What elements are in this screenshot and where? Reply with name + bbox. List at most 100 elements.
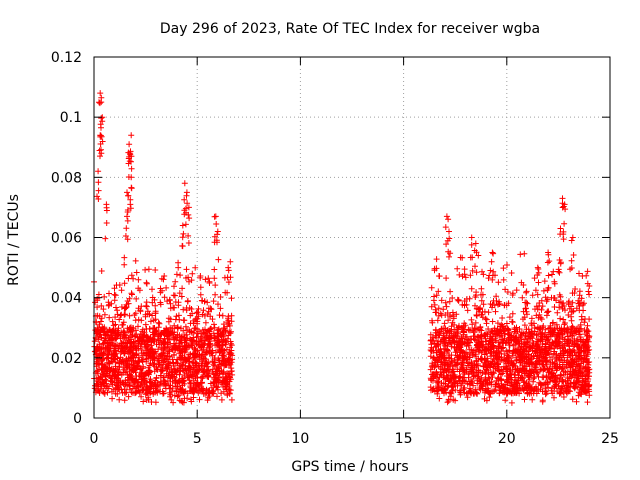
- data-point: [210, 379, 217, 385]
- data-point: [100, 349, 107, 356]
- data-point: [468, 241, 475, 248]
- data-point: [494, 320, 501, 327]
- data-point: [468, 316, 475, 323]
- data-point: [167, 391, 174, 398]
- data-point: [185, 204, 192, 211]
- data-point: [170, 304, 177, 311]
- data-point: [213, 237, 220, 244]
- data-point: [183, 275, 189, 281]
- data-point: [491, 360, 498, 366]
- data-point: [470, 366, 477, 373]
- data-point: [539, 303, 546, 310]
- data-point: [554, 361, 561, 368]
- data-point: [487, 364, 494, 371]
- data-point: [539, 397, 546, 404]
- data-point: [116, 396, 123, 403]
- data-point: [227, 360, 233, 367]
- data-point: [116, 359, 122, 366]
- data-point: [176, 355, 183, 362]
- data-point: [134, 379, 141, 386]
- data-point: [552, 379, 559, 386]
- data-point: [482, 315, 489, 322]
- data-point: [220, 388, 227, 395]
- data-point: [95, 345, 102, 352]
- data-point: [133, 360, 140, 367]
- data-point: [480, 380, 487, 387]
- data-point: [124, 376, 131, 383]
- data-point: [181, 372, 188, 378]
- data-point: [569, 332, 576, 339]
- data-point: [181, 349, 188, 356]
- data-point: [149, 312, 156, 319]
- data-point: [215, 365, 222, 372]
- data-point: [431, 340, 438, 347]
- data-point: [159, 388, 166, 395]
- data-point: [118, 287, 125, 294]
- data-point: [584, 399, 591, 406]
- data-point: [497, 371, 504, 378]
- data-point: [491, 327, 498, 334]
- data-point: [199, 379, 205, 386]
- data-point: [478, 355, 485, 362]
- data-point: [445, 366, 452, 373]
- data-point: [116, 369, 123, 376]
- data-point: [202, 371, 208, 378]
- data-point: [181, 196, 188, 203]
- data-point: [493, 347, 500, 354]
- data-point: [189, 371, 196, 378]
- data-point: [469, 267, 476, 274]
- data-point: [199, 385, 205, 392]
- data-point: [176, 340, 182, 347]
- data-point: [544, 350, 551, 356]
- data-point: [430, 297, 437, 304]
- data-point: [106, 290, 112, 297]
- data-point: [577, 390, 584, 397]
- x-tick-label: 20: [498, 431, 516, 447]
- data-point: [161, 294, 168, 301]
- data-point: [485, 275, 492, 282]
- data-point: [466, 354, 473, 361]
- data-point: [201, 340, 208, 347]
- data-point: [574, 378, 581, 385]
- data-point: [142, 321, 149, 328]
- data-point: [557, 390, 564, 397]
- data-point: [111, 285, 118, 292]
- data-point: [508, 338, 515, 344]
- data-point: [446, 377, 453, 384]
- data-point: [161, 335, 168, 342]
- data-point: [554, 309, 561, 316]
- y-axis-title: ROTI / TECUs: [6, 194, 22, 286]
- data-point: [493, 354, 500, 361]
- data-point: [135, 276, 142, 283]
- data-point: [227, 340, 234, 347]
- data-point: [176, 337, 183, 344]
- data-point: [585, 328, 592, 335]
- data-point: [124, 207, 131, 213]
- data-point: [188, 398, 195, 405]
- data-point: [111, 369, 118, 376]
- data-point: [440, 368, 447, 375]
- data-point: [173, 271, 180, 278]
- data-point: [586, 392, 593, 399]
- data-point: [482, 361, 489, 367]
- data-point: [558, 372, 565, 379]
- data-point: [145, 355, 152, 362]
- data-point: [519, 294, 526, 301]
- data-point: [578, 352, 585, 359]
- data-point: [486, 390, 492, 397]
- data-point: [517, 251, 524, 258]
- data-point: [513, 330, 520, 337]
- data-point: [124, 236, 131, 243]
- data-point: [95, 374, 102, 381]
- data-point: [479, 314, 486, 321]
- data-point: [158, 368, 165, 375]
- data-point: [572, 352, 579, 359]
- data-point: [556, 375, 563, 382]
- data-point: [203, 334, 210, 341]
- data-point: [565, 380, 571, 387]
- data-point: [478, 285, 485, 292]
- data-point: [166, 297, 173, 304]
- data-point: [551, 394, 557, 401]
- x-tick-label: 25: [601, 431, 619, 447]
- data-point: [168, 371, 174, 378]
